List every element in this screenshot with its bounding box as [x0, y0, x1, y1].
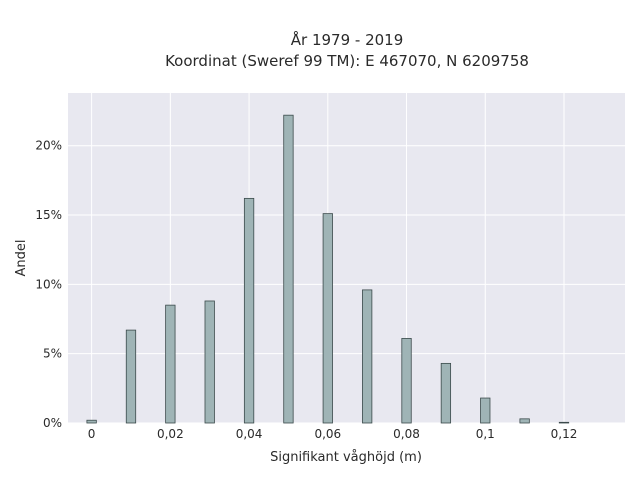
y-tick-label: 20% [35, 139, 62, 153]
x-tick-label: 0,12 [551, 427, 578, 441]
x-tick-label: 0,04 [236, 427, 263, 441]
x-axis-title: Signifikant våghöjd (m) [270, 450, 422, 465]
histogram-bar [519, 418, 530, 424]
histogram-bar [204, 300, 215, 424]
histogram-bar [283, 114, 294, 424]
histogram-bar [362, 289, 373, 424]
bars [86, 114, 570, 424]
histogram-bar [401, 338, 412, 424]
y-tick-label: 10% [35, 277, 62, 291]
chart-title: År 1979 - 2019 [291, 30, 404, 49]
histogram-bar [558, 421, 570, 424]
x-tick-label: 0 [88, 427, 96, 441]
histogram-bar [480, 397, 491, 424]
chart-subtitle: Koordinat (Sweref 99 TM): E 467070, N 62… [165, 52, 529, 70]
histogram-bar [243, 197, 255, 424]
x-tick-label: 0,1 [476, 427, 495, 441]
y-tick-label: 0% [43, 416, 62, 430]
x-tick-label: 0,02 [157, 427, 184, 441]
y-tick-label: 15% [35, 208, 62, 222]
x-tick-label: 0,08 [393, 427, 420, 441]
grid-lines [68, 93, 625, 424]
histogram-bar [165, 304, 176, 424]
y-axis-ticks: 0% 5% 10% 15% 20% [35, 139, 62, 430]
histogram-bar [125, 329, 137, 424]
histogram-bar [322, 213, 333, 424]
histogram-bar [86, 419, 97, 424]
x-tick-label: 0,06 [314, 427, 341, 441]
histogram-bar [440, 362, 452, 424]
x-axis-ticks: 0 0,02 0,04 0,06 0,08 0,1 0,12 [88, 427, 578, 441]
y-tick-label: 5% [43, 347, 62, 361]
y-axis-title: Andel [14, 240, 29, 277]
plot-area [68, 93, 625, 423]
